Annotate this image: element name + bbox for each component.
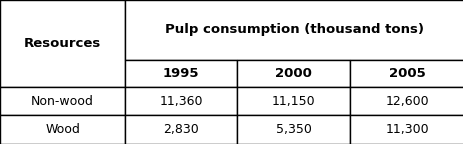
Text: Wood: Wood — [45, 123, 80, 136]
Text: 11,150: 11,150 — [271, 95, 315, 108]
Bar — [350, 115, 463, 144]
Bar — [350, 87, 463, 115]
Text: 2005: 2005 — [388, 67, 425, 80]
Text: 11,360: 11,360 — [159, 95, 202, 108]
Bar — [236, 60, 350, 87]
Bar — [125, 115, 236, 144]
Bar — [0, 0, 125, 87]
Bar — [125, 87, 236, 115]
Text: 1995: 1995 — [163, 67, 199, 80]
Bar — [0, 87, 125, 115]
Text: 11,300: 11,300 — [384, 123, 428, 136]
Bar — [350, 60, 463, 87]
Text: Non-wood: Non-wood — [31, 95, 94, 108]
Text: 2000: 2000 — [275, 67, 311, 80]
Bar — [236, 87, 350, 115]
Bar — [0, 115, 125, 144]
Bar — [125, 60, 236, 87]
Text: 5,350: 5,350 — [275, 123, 311, 136]
Text: 12,600: 12,600 — [384, 95, 428, 108]
Bar — [125, 0, 463, 60]
Text: Pulp consumption (thousand tons): Pulp consumption (thousand tons) — [165, 23, 423, 36]
Bar — [236, 115, 350, 144]
Text: Resources: Resources — [24, 37, 101, 50]
Text: 2,830: 2,830 — [163, 123, 199, 136]
